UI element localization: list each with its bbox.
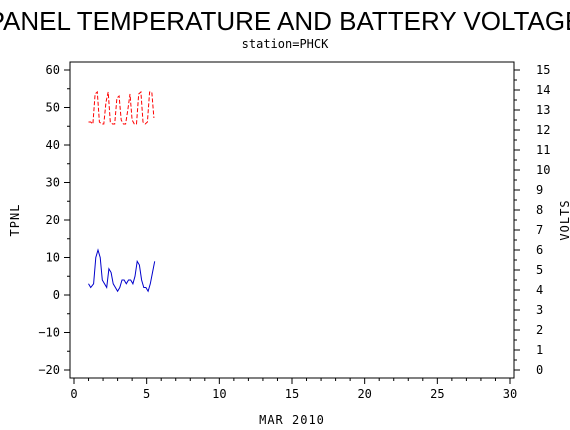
battery-voltage-line (88, 90, 155, 126)
y-right-tick-label: 9 (536, 183, 543, 197)
y-left-tick-label: −10 (38, 326, 60, 340)
y-right-tick-label: 7 (536, 223, 543, 237)
y-right-tick-label: 10 (536, 163, 550, 177)
series-layer (88, 90, 156, 293)
y-left-tick-label: 50 (46, 101, 60, 115)
y-axis-right-label: VOLTS (558, 199, 570, 240)
y-right-tick-label: 15 (536, 63, 550, 77)
chart-title: PANEL TEMPERATURE AND BATTERY VOLTAGE (0, 6, 570, 36)
x-axis: 0 5 10 15 20 25 30 (70, 378, 517, 401)
y-left-tick-label: −20 (38, 363, 60, 377)
y-right-tick-label: 6 (536, 243, 543, 257)
y-right-tick-label: 4 (536, 283, 543, 297)
y-right-tick-label: 12 (536, 123, 550, 137)
y-right-tick-label: 8 (536, 203, 543, 217)
x-tick-label: 30 (503, 387, 517, 401)
x-axis-label: MAR 2010 (259, 413, 325, 427)
x-tick-label: 5 (143, 387, 150, 401)
y-right-tick-label: 1 (536, 343, 543, 357)
y-right-tick-label: 3 (536, 303, 543, 317)
plot-frame (69, 61, 515, 379)
y-left-tick-label: 60 (46, 63, 60, 77)
y-right-tick-label: 11 (536, 143, 550, 157)
y-left-tick-label: 0 (53, 288, 60, 302)
y-right-tick-label: 0 (536, 363, 543, 377)
y-left-tick-label: 20 (46, 213, 60, 227)
y-axis-left-label: TPNL (8, 204, 22, 237)
x-tick-label: 25 (430, 387, 444, 401)
x-tick-label: 20 (357, 387, 371, 401)
x-tick-label: 10 (212, 387, 226, 401)
y-right-tick-label: 5 (536, 263, 543, 277)
y-left-tick-label: 30 (46, 176, 60, 190)
y-right-tick-label: 14 (536, 83, 550, 97)
y-left-tick-label: 40 (46, 138, 60, 152)
y-axis-left: −20 −10 0 10 20 30 40 50 60 (38, 63, 70, 377)
y-left-tick-label: 10 (46, 251, 60, 265)
y-right-tick-label: 13 (536, 103, 550, 117)
panel-temperature-line (88, 248, 156, 293)
x-tick-label: 15 (285, 387, 299, 401)
chart-subtitle: station=PHCK (242, 37, 329, 51)
y-right-tick-label: 2 (536, 323, 543, 337)
x-tick-label: 0 (70, 387, 77, 401)
